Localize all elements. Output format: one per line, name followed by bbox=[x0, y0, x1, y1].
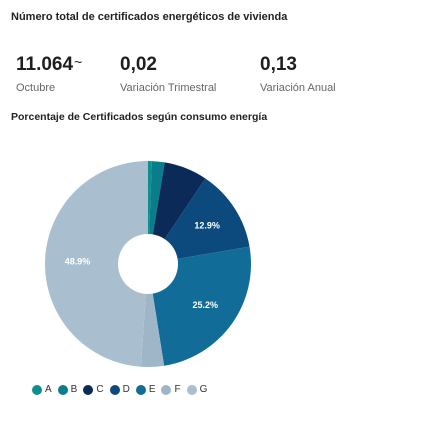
trend-icon: ~ bbox=[74, 54, 83, 70]
legend-label-d: D bbox=[122, 384, 130, 395]
stat-total-value: 11.064~ bbox=[16, 54, 82, 76]
stat-quarterly-label: Variación Trimestral bbox=[120, 82, 217, 94]
pie-slice-a[interactable] bbox=[148, 161, 152, 235]
pie-slice-g[interactable] bbox=[44, 161, 148, 367]
pie-slice-b[interactable] bbox=[149, 161, 165, 235]
chart-legend: A B C D E F G bbox=[32, 384, 207, 395]
legend-label-b: B bbox=[70, 384, 78, 395]
legend-item-e[interactable]: E bbox=[135, 384, 156, 395]
stat-annual-label: Variación Anual bbox=[260, 82, 336, 94]
legend-swatch-g bbox=[186, 384, 197, 395]
pie-slice-f[interactable] bbox=[140, 293, 165, 367]
stat-total-number: 11.064 bbox=[16, 54, 74, 75]
legend-item-f[interactable]: F bbox=[161, 384, 181, 395]
legend-item-c[interactable]: C bbox=[83, 384, 104, 395]
pie-slice-d[interactable] bbox=[164, 178, 250, 259]
stat-quarterly-value: 0,02 bbox=[120, 54, 157, 75]
legend-swatch-f bbox=[161, 384, 172, 395]
legend-item-d[interactable]: D bbox=[109, 384, 130, 395]
legend-label-c: C bbox=[96, 384, 104, 395]
chart-title: Porcentaje de Certificados según consumo… bbox=[11, 111, 268, 123]
stat-total-label: Octubre bbox=[16, 82, 56, 94]
donut-chart: 12.9% 25.2% 48.9% bbox=[44, 161, 251, 367]
legend-swatch-e bbox=[135, 384, 146, 395]
legend-label-f: F bbox=[174, 384, 181, 395]
legend-label-a: A bbox=[45, 384, 52, 395]
legend-item-a[interactable]: A bbox=[32, 384, 52, 395]
legend-swatch-c bbox=[83, 384, 94, 395]
data-label-d: 12.9% bbox=[194, 221, 220, 231]
data-label-g: 48.9% bbox=[65, 257, 91, 267]
legend-label-g: G bbox=[199, 384, 208, 395]
pie-slice-e[interactable] bbox=[152, 246, 251, 366]
stat-annual-value: 0,13 bbox=[260, 54, 297, 75]
legend-item-b[interactable]: B bbox=[57, 384, 78, 395]
legend-swatch-b bbox=[57, 384, 68, 395]
pie-slice-c[interactable] bbox=[152, 162, 206, 240]
page-title: Número total de certificados energéticos… bbox=[11, 11, 288, 23]
data-label-e: 25.2% bbox=[193, 300, 219, 310]
legend-swatch-d bbox=[109, 384, 120, 395]
legend-item-g[interactable]: G bbox=[186, 384, 208, 395]
legend-label-e: E bbox=[148, 384, 156, 395]
legend-swatch-a bbox=[32, 384, 42, 395]
